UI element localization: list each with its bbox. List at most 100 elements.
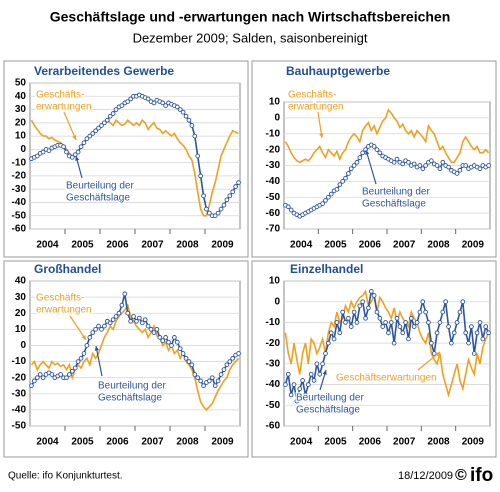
point (224, 197, 230, 203)
y-tick-label: -40 (266, 176, 281, 187)
y-tick-label: 10 (15, 131, 27, 142)
point (414, 320, 420, 325)
point (90, 330, 96, 335)
point (186, 359, 192, 364)
point (391, 159, 397, 165)
point (337, 330, 343, 336)
point (192, 372, 198, 377)
point (212, 213, 218, 219)
point (221, 202, 227, 208)
annotation: Geschäftslage (362, 199, 426, 210)
point (209, 375, 215, 381)
point (81, 140, 87, 146)
point (331, 336, 337, 342)
y-tick-label: -50 (266, 400, 281, 411)
annotation: Geschäftserwartungen (336, 373, 437, 384)
panel-frame (3, 260, 249, 458)
point (81, 351, 87, 356)
point (75, 149, 81, 155)
point (163, 103, 168, 108)
point (360, 299, 366, 305)
point (192, 133, 198, 139)
y-tick-label: -20 (266, 338, 281, 349)
point (363, 315, 368, 321)
point (169, 343, 174, 348)
point (428, 340, 434, 346)
y-tick-label: -60 (266, 208, 281, 219)
y-tick-label: 0 (20, 144, 26, 155)
point (417, 309, 423, 315)
point (195, 153, 201, 159)
point (67, 372, 72, 377)
point (69, 154, 75, 160)
point (440, 159, 446, 165)
point (110, 111, 116, 116)
point (357, 155, 363, 160)
point (87, 133, 93, 139)
x-tick-label: 2008 (427, 437, 450, 448)
point (96, 125, 101, 131)
point (297, 386, 303, 392)
point (328, 330, 334, 336)
point (314, 361, 320, 367)
point (486, 330, 491, 336)
point (61, 144, 66, 150)
x-tick-label: 2005 (71, 437, 94, 448)
point (406, 159, 411, 165)
point (463, 330, 469, 336)
y-tick-label: -60 (266, 421, 281, 432)
point (446, 164, 451, 170)
point (486, 163, 491, 168)
point (368, 289, 374, 294)
annotation-arrow (365, 149, 377, 185)
x-tick-label: 2009 (211, 240, 234, 251)
point (303, 392, 308, 398)
point (72, 152, 78, 158)
annotation: Beurteilung der (296, 393, 364, 404)
point (437, 166, 443, 172)
point (449, 340, 454, 346)
y-tick-label: -10 (266, 128, 281, 139)
y-tick-label: -70 (266, 224, 281, 235)
annotation-arrow (69, 315, 87, 341)
panel-frame (251, 260, 497, 458)
y-tick-label: -30 (12, 184, 27, 195)
point (204, 206, 209, 212)
panel-title: Einzelhandel (290, 262, 363, 276)
point (134, 318, 139, 324)
point (131, 314, 136, 319)
panel-title: Großhandel (34, 262, 101, 276)
arrow-head (435, 352, 440, 357)
point (119, 103, 125, 108)
point (328, 191, 334, 197)
point (160, 338, 166, 343)
y-tick-label: 40 (15, 276, 27, 287)
point (183, 113, 189, 119)
point (469, 324, 474, 329)
source: Quelle: ifo Konjunkturtest. (8, 471, 123, 482)
point (426, 320, 431, 325)
point (346, 315, 351, 321)
point (90, 131, 96, 136)
point (69, 368, 75, 374)
x-tick-label: 2006 (359, 437, 382, 448)
point (151, 100, 157, 106)
point (125, 310, 131, 316)
y-tick-label: -50 (12, 421, 27, 432)
point (177, 346, 183, 352)
point (34, 375, 40, 381)
y-tick-label: 20 (15, 308, 27, 319)
point (391, 340, 397, 346)
point (84, 136, 90, 142)
point (354, 320, 360, 325)
point (96, 323, 101, 329)
arrow-head (319, 133, 324, 138)
point (104, 117, 110, 123)
annotation-arrow (417, 351, 441, 371)
y-tick-label: -60 (12, 224, 27, 235)
annotation: Geschäftslage (98, 393, 162, 404)
point (215, 378, 221, 384)
point (380, 324, 386, 329)
annotation: Geschäfts- (288, 90, 336, 101)
